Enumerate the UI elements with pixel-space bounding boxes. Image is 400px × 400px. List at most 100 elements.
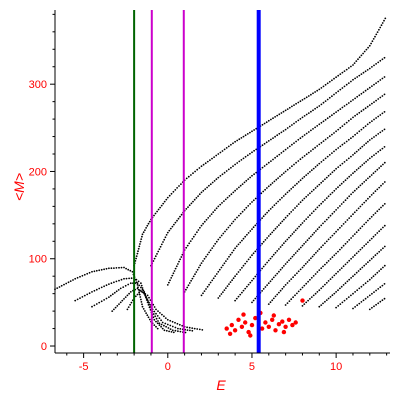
point-5-7-7 [249,131,251,134]
series-8 [183,93,386,293]
point-10-0-7 [228,283,230,285]
point-8-7-7 [316,145,319,147]
point-11-5-2 [322,200,324,203]
point-11-4-8 [316,206,319,209]
point-6-8-6 [297,119,300,122]
point-9-8-4 [343,142,346,145]
point-12-7-7 [382,163,384,166]
point-8-10-1 [354,114,356,117]
point-6-5-6 [246,154,249,157]
point-14-1-5 [310,276,313,279]
point-8-2-3 [222,232,225,235]
point-7-6-6 [280,152,283,154]
point-6-3-5 [209,183,212,186]
point-7-7-4 [293,142,295,145]
point-6-2-1 [185,208,188,210]
point-9-0-3 [205,288,207,290]
point-1-7-3 [158,324,161,326]
point-7-1-9 [197,229,200,231]
point-6-1-5 [174,221,177,224]
point-20-10 [263,320,268,325]
point-11-0-3 [239,293,242,296]
point-14-5-2 [372,214,375,216]
point-5-7-5 [244,134,247,137]
point-12-2-1 [286,261,289,263]
point-18-1-4 [377,288,380,290]
point-17-2-4 [376,271,379,274]
point-14-4-4 [359,227,362,230]
point-11-5-8 [333,189,336,192]
point-14-2-6 [329,258,332,260]
point-13-6-3 [374,190,377,193]
point-6-10-4 [326,98,329,101]
point-9-5-1 [286,191,289,194]
point-12-1-7 [279,268,282,271]
point-8-1-3 [205,255,207,258]
point-8-10-4 [360,110,363,113]
point-11-2-7 [279,246,282,248]
point-10-2-2 [254,250,257,253]
point-10-2-6 [261,242,263,245]
point-16-2-3 [357,270,360,272]
point-8-8-4 [326,137,329,139]
point-6-13-7 [383,56,386,59]
point-3-7-1 [179,328,182,330]
point-12-5-0 [335,209,337,211]
point-6-12-0 [352,78,354,81]
point-5-10-2 [288,106,291,109]
point-8-2-8 [230,222,233,225]
point-1-7-1 [155,320,157,323]
point-7-3-3 [223,200,225,203]
point-9-2-8 [247,232,250,234]
point-14-1-4 [309,278,311,281]
point-9-6-1 [303,175,306,178]
point-6-13-2 [373,64,375,67]
point-2-8-3 [179,330,182,333]
point-13-5-2 [355,209,358,212]
point-4-2-2 [144,293,147,295]
point-6-9-2 [305,113,308,116]
point-10-4-5 [294,207,296,209]
point-1-3-2 [128,277,131,280]
series-12 [251,161,386,304]
point-7-4-1 [236,188,238,190]
point-11-7-7 [365,160,367,163]
point-7-7-7 [299,137,302,140]
point-10-7-0 [335,167,337,170]
point-4-3-5 [153,306,156,308]
point-5-7-1 [236,139,239,142]
point-6-7-5 [278,132,281,135]
point-7-5-7 [265,163,268,166]
point-9-0-5 [208,283,211,286]
point-8-4-6 [262,190,265,193]
point-8-5-8 [282,172,285,175]
point-16-1-8 [350,277,352,279]
point-8-1-6 [209,249,212,252]
point-8-2-2 [220,234,223,237]
point-9-7-1 [320,161,323,163]
point-8-4-0 [251,201,253,203]
point-6-6-5 [261,144,264,147]
point-12-2-4 [291,255,294,258]
point-4-4-2 [159,312,161,314]
point-6-1-3 [171,225,174,228]
point-9-4-2 [271,206,274,209]
point-15-3-6 [363,245,366,247]
point-3-4-1 [144,295,147,297]
point-5-15-3 [372,38,375,40]
point-9-6-5 [310,169,313,172]
point-16-1-0 [335,291,337,293]
point-6-5-0 [234,163,237,166]
point-6-0-11 [163,238,166,241]
point-13-2-6 [311,255,314,258]
point-12-0-7 [262,288,265,290]
point-7-3-7 [230,193,233,196]
point-15-1-7 [331,276,334,279]
point-15-4-1 [370,237,373,240]
point-1-0-0 [74,299,77,302]
point-8-0-4 [188,282,191,284]
point-11-3-2 [288,236,290,239]
point-13-4-8 [350,215,352,218]
point-8-9-3 [341,125,344,127]
point-15-3-7 [365,243,367,246]
